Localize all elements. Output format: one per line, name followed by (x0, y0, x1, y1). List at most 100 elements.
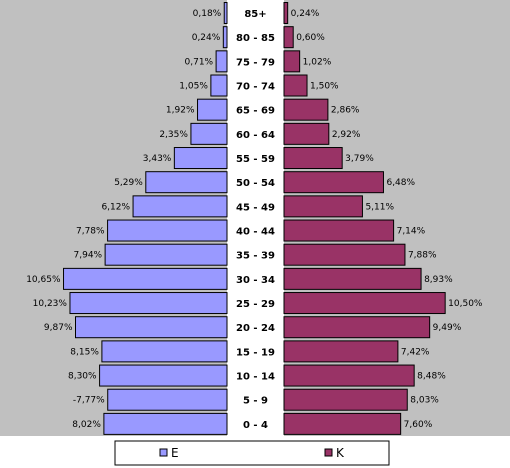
data-label-e: 0,71% (185, 57, 214, 67)
bar-k (283, 340, 399, 363)
data-label-k: 2,92% (332, 130, 361, 140)
bar-e (107, 388, 228, 411)
data-label-k: 7,14% (397, 227, 426, 237)
age-group-label: 35 - 39 (236, 251, 275, 262)
bar-e (190, 122, 228, 145)
data-label-k: 8,93% (424, 275, 453, 285)
age-group-label: 20 - 24 (236, 323, 275, 334)
bar-k (283, 388, 408, 411)
bar-e (132, 195, 228, 218)
bar-e (69, 292, 228, 315)
data-label-k: 3,79% (345, 154, 374, 164)
age-group-label: 50 - 54 (236, 178, 275, 189)
age-group-label: 25 - 29 (236, 299, 275, 310)
data-label-k: 7,88% (408, 251, 437, 261)
data-label-k: 7,42% (401, 347, 430, 357)
data-label-k: 8,03% (410, 396, 439, 406)
data-label-k: 6,48% (386, 178, 415, 188)
age-group-label: 60 - 64 (236, 130, 275, 141)
bar-k (283, 98, 329, 121)
age-group-label: 70 - 74 (236, 82, 275, 93)
legend-swatch-e (159, 448, 168, 457)
legend-label-e: E (171, 446, 179, 460)
age-group-label: 80 - 85 (236, 33, 275, 44)
data-label-k: 9,49% (433, 323, 462, 333)
bar-e (145, 171, 228, 194)
series-k-labels: 0,24% 0,60% 1,02% 1,50% 2,86% 2,92% 3,79% 6,48%… (291, 9, 483, 430)
age-group-label: 85+ (244, 9, 266, 20)
age-group-label: 40 - 44 (236, 227, 275, 238)
age-group-label: 65 - 69 (236, 106, 275, 117)
age-group-label: 0 - 4 (243, 420, 268, 431)
legend-label-k: K (336, 446, 345, 460)
bar-k (283, 364, 415, 387)
data-label-e: 7,94% (74, 251, 103, 261)
center-label-column (227, 0, 284, 436)
data-label-k: 1,50% (310, 82, 339, 92)
series-e-bars (63, 2, 228, 435)
bar-k (283, 316, 431, 339)
bar-e (197, 98, 228, 121)
bar-e (104, 243, 228, 266)
bar-e (222, 26, 228, 49)
bar-k (283, 219, 395, 242)
age-group-label: 45 - 49 (236, 202, 275, 213)
data-label-e: 2,35% (159, 130, 188, 140)
bar-e (103, 412, 228, 435)
age-group-label: 30 - 34 (236, 275, 275, 286)
data-label-k: 7,60% (404, 420, 433, 430)
data-label-e: 8,02% (72, 420, 101, 430)
bar-k (283, 195, 363, 218)
bar-k (283, 50, 301, 73)
bar-e (101, 340, 228, 363)
data-label-e: 7,78% (76, 227, 105, 237)
bar-k (283, 267, 422, 290)
data-label-e: 5,29% (114, 178, 143, 188)
data-label-k: 5,11% (365, 202, 394, 212)
bar-e (223, 2, 228, 24)
age-group-label: 75 - 79 (236, 57, 275, 68)
data-label-k: 10,50% (448, 299, 483, 309)
data-label-e: -7,77% (73, 396, 105, 406)
bar-k (283, 2, 289, 24)
data-label-k: 8,48% (417, 372, 446, 382)
data-label-e: 6,12% (101, 202, 130, 212)
data-label-k: 2,86% (331, 106, 360, 116)
series-k-bars (283, 2, 446, 435)
data-label-e: 8,15% (70, 347, 99, 357)
series-e-labels: 0,18% 0,24% 0,71% 1,05% 1,92% 2,35% 3,43% 5,29%… (26, 9, 221, 430)
data-label-k: 1,02% (303, 57, 332, 67)
data-label-e: 3,43% (143, 154, 172, 164)
bar-e (99, 364, 228, 387)
bar-e (210, 74, 228, 97)
data-label-e: 1,05% (179, 82, 208, 92)
bar-e (173, 147, 228, 170)
data-label-e: 9,87% (44, 323, 73, 333)
age-group-label: 10 - 14 (236, 372, 275, 383)
data-label-e: 10,65% (26, 275, 61, 285)
age-group-label: 15 - 19 (236, 347, 275, 358)
legend-box (114, 440, 390, 466)
data-label-e: 10,23% (33, 299, 68, 309)
bar-e (75, 316, 228, 339)
data-label-e: 1,92% (166, 106, 195, 116)
bar-k (283, 26, 294, 49)
data-label-e: 0,24% (192, 33, 221, 43)
bar-k (283, 171, 384, 194)
data-label-k: 0,24% (291, 9, 320, 19)
bar-k (283, 147, 343, 170)
age-group-label: 55 - 59 (236, 154, 275, 165)
bar-e (63, 267, 228, 290)
bar-k (283, 412, 402, 435)
bar-e (215, 50, 228, 73)
bar-k (283, 243, 406, 266)
data-label-e: 0,18% (193, 9, 222, 19)
bar-k (283, 292, 446, 315)
data-label-k: 0,60% (296, 33, 325, 43)
data-label-e: 8,30% (68, 372, 97, 382)
legend: E K (114, 440, 390, 466)
bar-k (283, 122, 330, 145)
legend-swatch-k (324, 448, 333, 457)
bar-k (283, 74, 308, 97)
